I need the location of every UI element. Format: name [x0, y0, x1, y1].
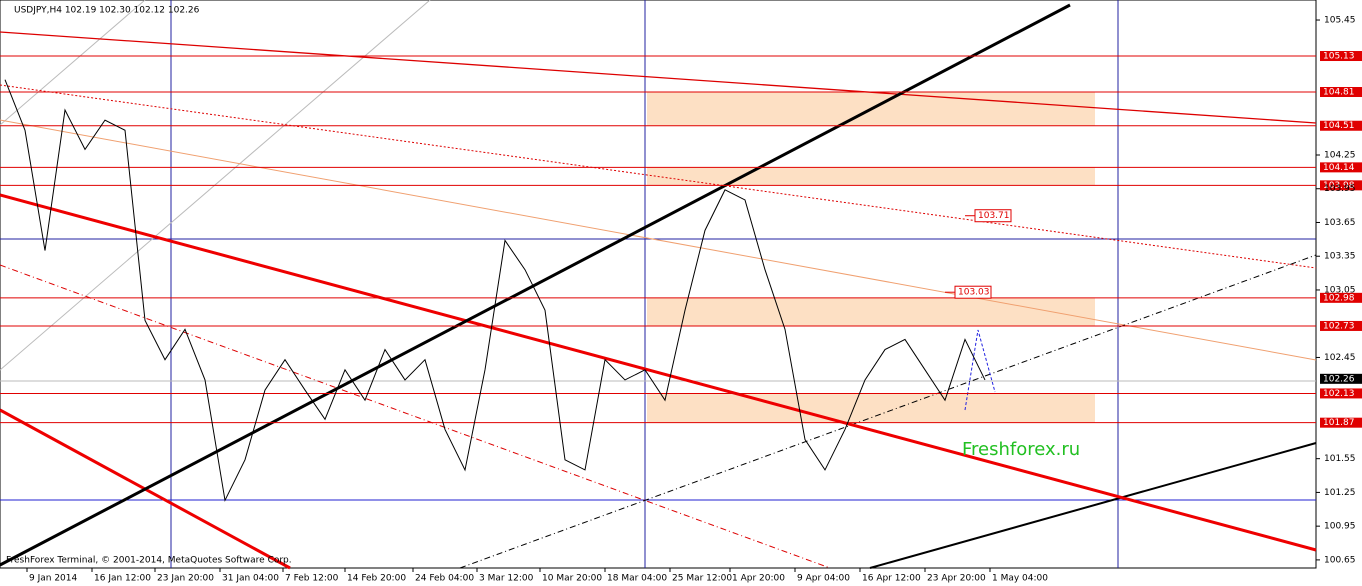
- x-tick-label: 31 Jan 04:00: [222, 574, 279, 584]
- level-label-bg: [1320, 388, 1362, 399]
- level-label-bg: [1320, 162, 1362, 173]
- plot-frame: [0, 0, 1317, 569]
- level-label: 102.98: [1323, 293, 1355, 303]
- zone: [647, 167, 1095, 186]
- level-label-bg: [1320, 180, 1362, 191]
- y-tick-label: 100.65: [1324, 555, 1356, 565]
- x-tick-label: 16 Jan 12:00: [94, 574, 151, 584]
- y-tick-label: 103.95: [1324, 184, 1356, 194]
- current-price-label: 102.26: [1323, 374, 1355, 384]
- red-dotted-line: [0, 84, 1317, 269]
- current-price-bg: [1320, 373, 1362, 384]
- y-tick-label: 101.55: [1324, 454, 1356, 464]
- x-tick-label: 3 Mar 12:00: [479, 574, 534, 584]
- red-thick-line: [0, 193, 1317, 552]
- y-tick-label: 103.05: [1324, 285, 1356, 295]
- x-tick-label: 10 Mar 20:00: [542, 574, 602, 584]
- forecast-line: [964, 329, 996, 411]
- y-tick-label: 103.65: [1324, 218, 1356, 228]
- black-thick-line: [0, 3, 1071, 567]
- level-label-bg: [1320, 320, 1362, 331]
- level-label-bg: [1320, 417, 1362, 428]
- x-tick-label: 14 Feb 20:00: [347, 574, 406, 584]
- level-label: 103.98: [1323, 181, 1355, 191]
- y-tick-label: 101.25: [1324, 488, 1356, 498]
- level-label: 104.51: [1323, 121, 1355, 131]
- x-tick-label: 16 Apr 12:00: [862, 574, 921, 584]
- red-line: [0, 31, 1317, 124]
- red-dashdot-line: [0, 264, 831, 569]
- y-tick-label: 104.25: [1324, 150, 1356, 160]
- price-line: [4, 79, 986, 502]
- zone: [647, 393, 1095, 423]
- x-tick-label: 9 Apr 04:00: [797, 574, 850, 584]
- trendlines: [0, 0, 1317, 570]
- black-line: [869, 442, 1317, 569]
- annotation-box: [974, 209, 1012, 223]
- y-tick-label: 100.95: [1324, 522, 1356, 532]
- orange-line: [0, 119, 1317, 361]
- level-label-bg: [1320, 292, 1362, 303]
- x-tick-label: 23 Jan 20:00: [157, 574, 214, 584]
- y-tick-label: 105.45: [1324, 16, 1356, 26]
- footer: FreshForex Terminal, © 2001-2014, MetaQu…: [6, 556, 292, 566]
- x-tick-label: 1 May 04:00: [992, 574, 1048, 584]
- level-label-bg: [1320, 120, 1362, 131]
- zone: [647, 297, 1095, 326]
- level-label: 102.13: [1323, 389, 1355, 399]
- annotation-label: 103.03: [958, 288, 990, 298]
- level-label: 105.13: [1323, 52, 1355, 62]
- x-tick-label: 24 Feb 04:00: [415, 574, 474, 584]
- level-label: 104.14: [1323, 163, 1355, 173]
- black-dashdot-line: [459, 254, 1317, 569]
- x-tick-label: 1 Apr 20:00: [732, 574, 785, 584]
- annotation-box: [954, 285, 992, 299]
- annotation-label: 103.71: [978, 211, 1010, 221]
- y-tick-label: 102.45: [1324, 353, 1356, 363]
- level-label-bg: [1320, 87, 1362, 98]
- gray-line: [0, 0, 146, 126]
- level-label-bg: [1320, 51, 1362, 62]
- x-tick-label: 23 Apr 20:00: [927, 574, 986, 584]
- x-tick-label: 7 Feb 12:00: [285, 574, 339, 584]
- y-tick-label: 103.35: [1324, 252, 1356, 262]
- x-tick-label: 9 Jan 2014: [29, 574, 77, 584]
- watermark: Freshforex.ru: [962, 439, 1080, 460]
- level-label: 101.87: [1323, 418, 1355, 428]
- level-label: 104.81: [1323, 88, 1355, 98]
- chart-title: USDJPY,H4 102.19 102.30 102.12 102.26: [14, 6, 200, 16]
- level-label: 102.73: [1323, 321, 1355, 331]
- x-tick-label: 18 Mar 04:00: [607, 574, 667, 584]
- x-tick-label: 25 Mar 12:00: [672, 574, 732, 584]
